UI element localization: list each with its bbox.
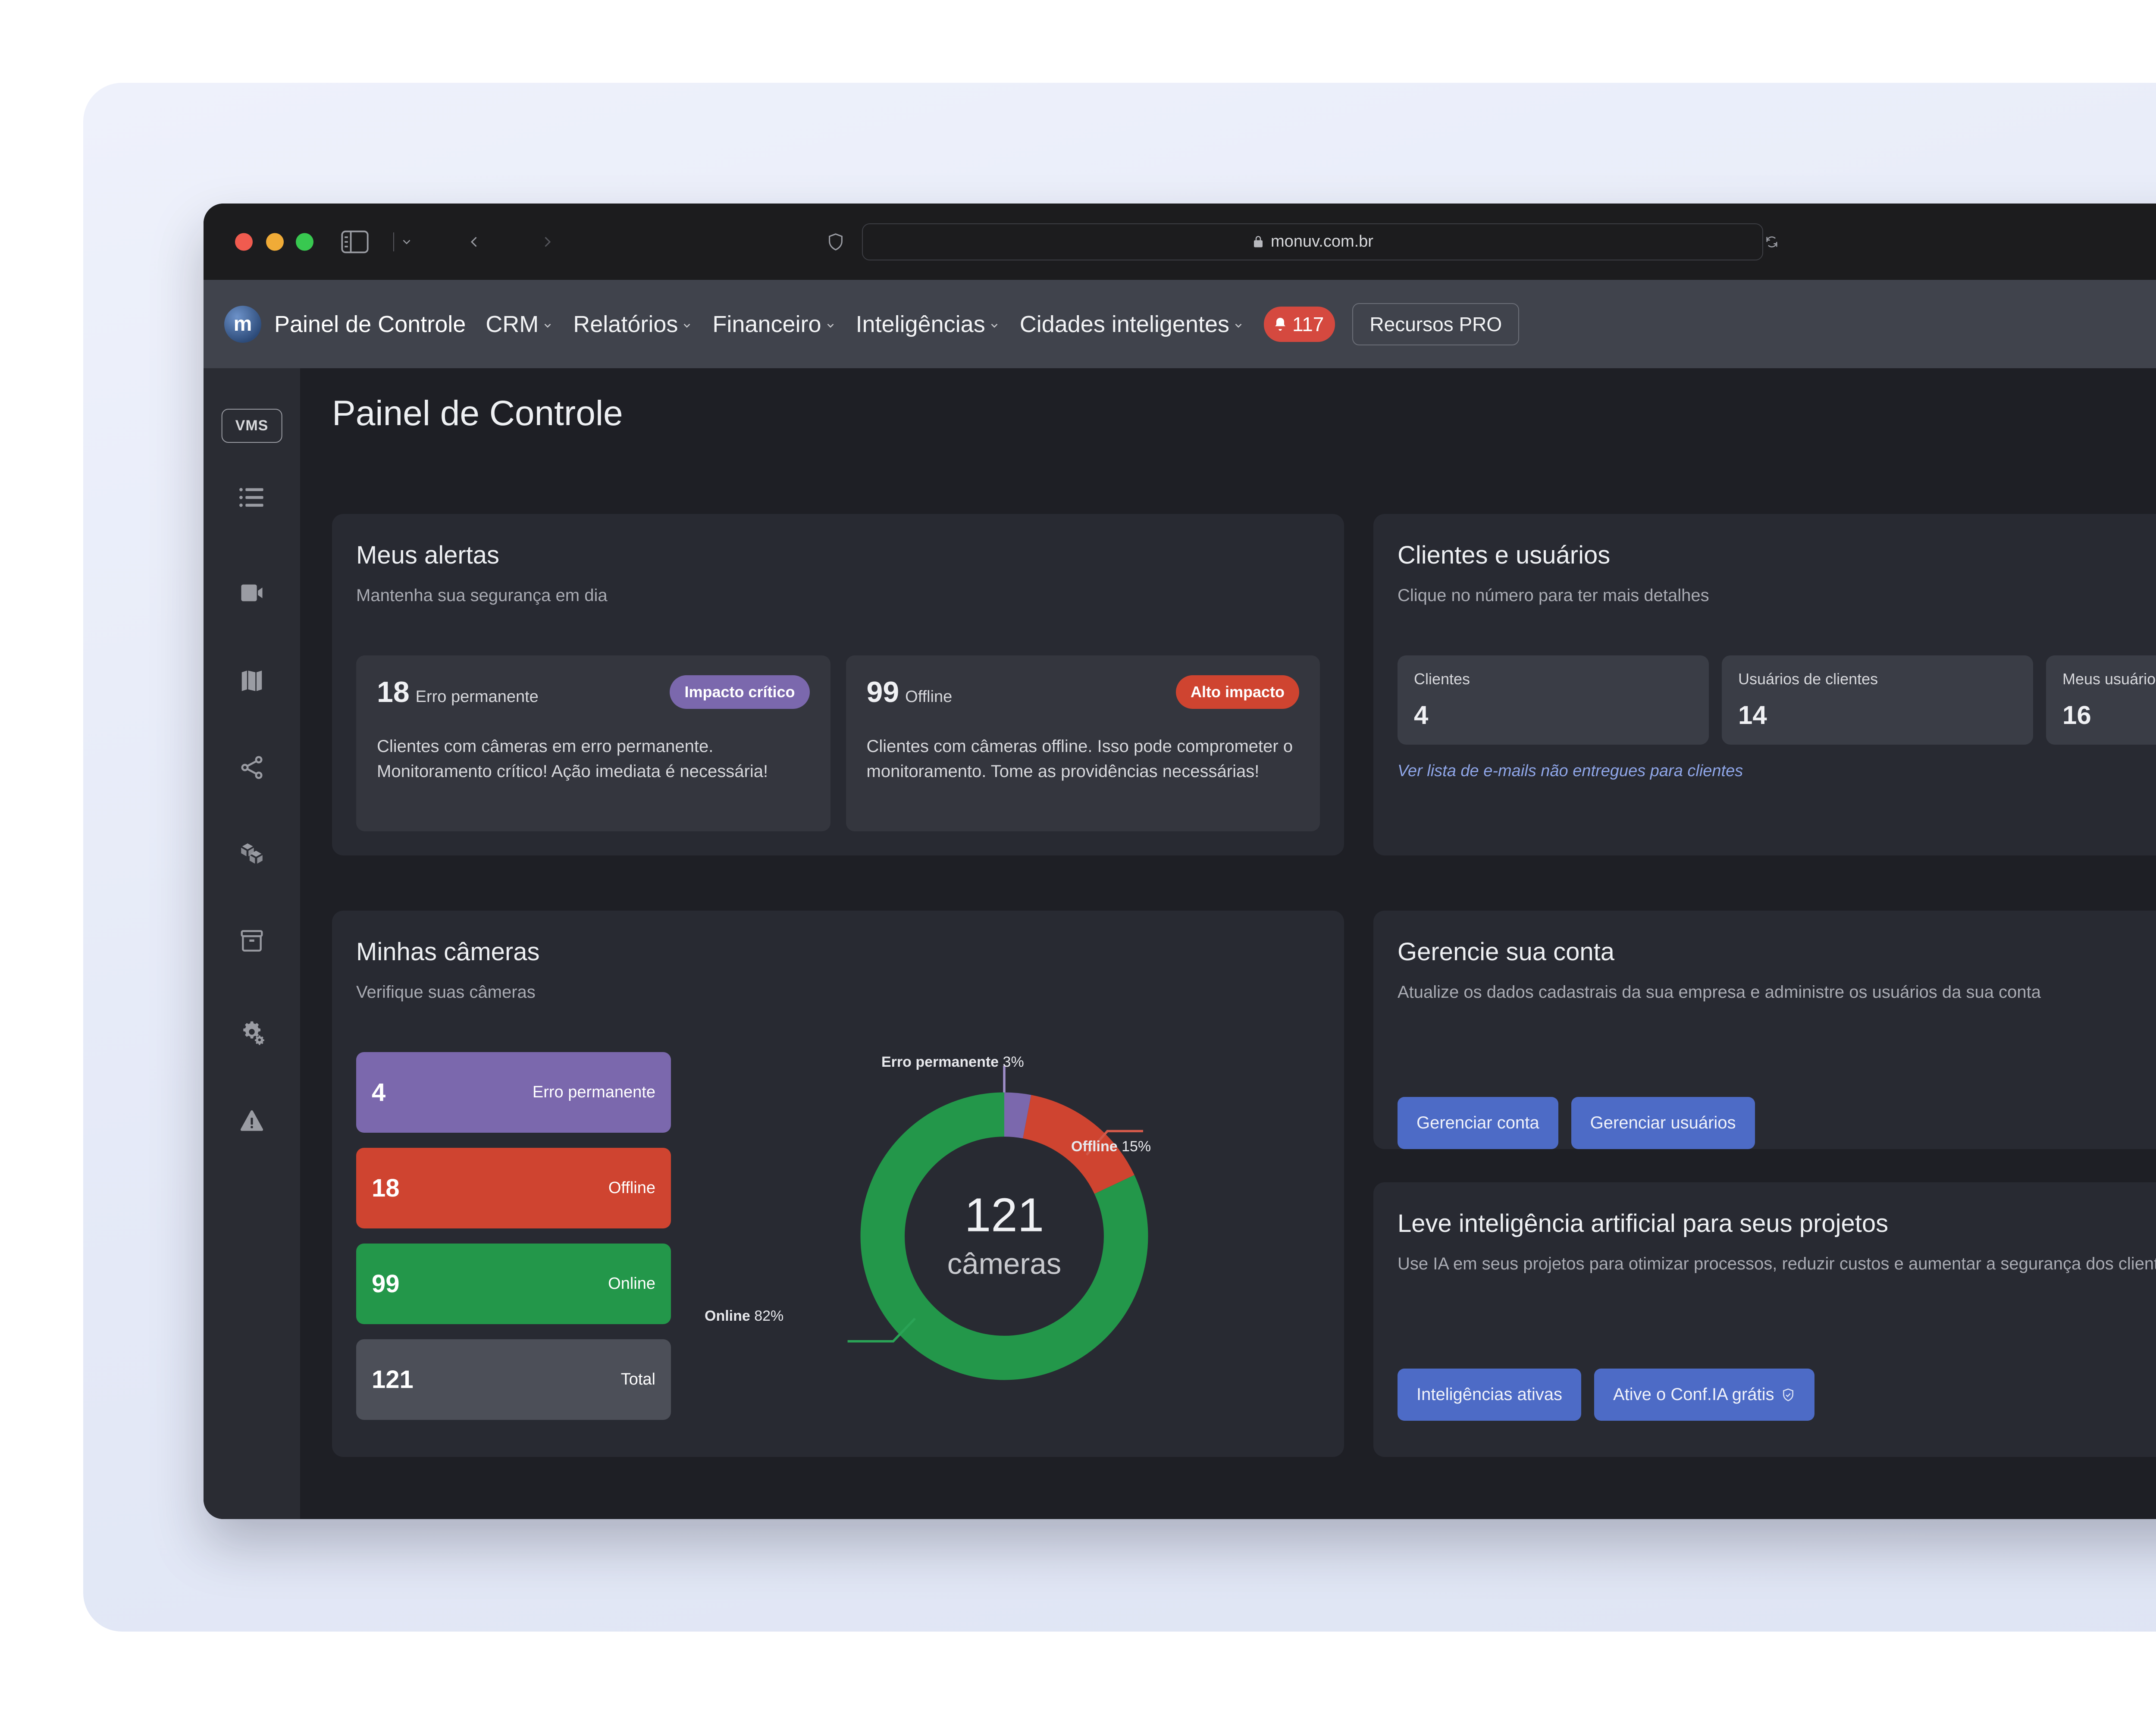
svg-text:câmeras: câmeras — [947, 1247, 1061, 1280]
svg-text:121: 121 — [964, 1188, 1044, 1241]
